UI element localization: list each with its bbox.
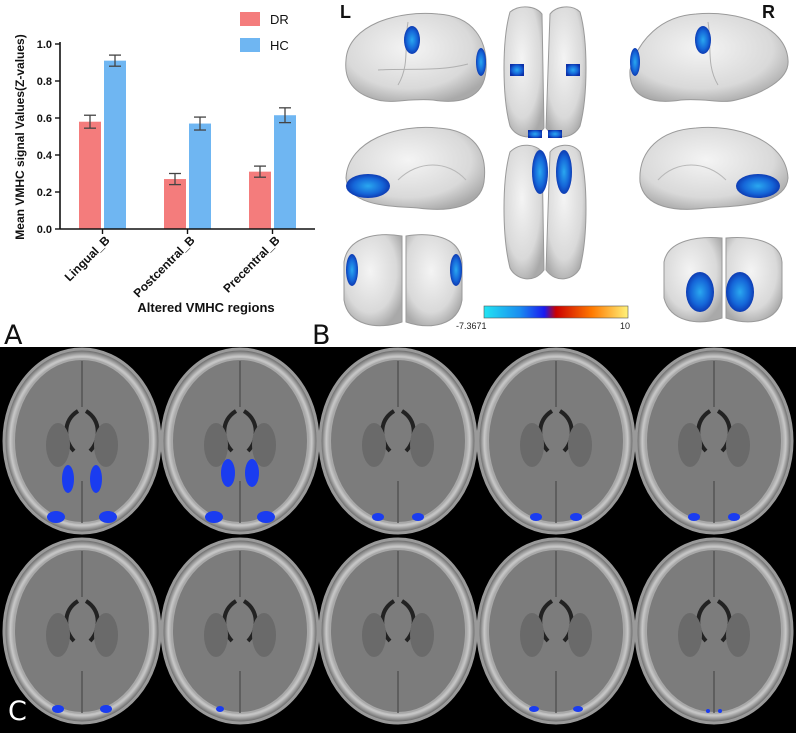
activation-cluster [90, 465, 102, 493]
brain-dorsal-view [503, 6, 587, 138]
bar-dr-2 [249, 171, 271, 229]
activation-cluster [216, 706, 224, 712]
panel-label-c: C [8, 696, 27, 727]
brain-posterior-view [343, 234, 463, 327]
activation-cluster [221, 459, 235, 487]
axial-slice [160, 537, 320, 725]
axial-slice [318, 347, 478, 535]
y-axis-label: Mean VMHC signal Values(Z-values) [13, 34, 27, 239]
activation-cluster [372, 513, 384, 521]
activation-cluster [573, 706, 583, 712]
y-tick-label: 0.2 [37, 187, 52, 199]
activation-cluster [412, 513, 424, 521]
activation-cluster [52, 705, 64, 713]
y-tick-label: 0.6 [37, 113, 52, 125]
brain-ventral-view [503, 144, 587, 280]
activation-cluster [205, 511, 223, 523]
activation-cluster [47, 511, 65, 523]
axial-slices [2, 347, 794, 725]
legend-label-dr: DR [270, 12, 289, 27]
legend-swatch-dr [240, 12, 260, 26]
activation-cluster [99, 511, 117, 523]
legend-label-hc: HC [270, 38, 289, 53]
axial-slice [2, 537, 162, 725]
axial-slice [318, 537, 478, 725]
brain-anterior-view [663, 237, 783, 323]
activation-cluster [706, 709, 710, 713]
activation-cluster [100, 705, 112, 713]
axial-slice [634, 347, 794, 535]
activation-cluster [245, 459, 259, 487]
brain-lateral-left [345, 12, 487, 102]
axial-slice [2, 347, 162, 535]
colorbar [483, 305, 629, 319]
y-axis: 0.0 0.2 0.4 0.6 0.8 1.0 [37, 39, 61, 236]
axial-slices-panel [0, 347, 796, 733]
bars [79, 54, 296, 230]
brain-lateral-right [629, 12, 789, 102]
axial-slice [160, 347, 320, 535]
legend-swatch-hc [240, 38, 260, 52]
colorbar-max-label: 10 [620, 321, 631, 331]
activation-cluster [688, 513, 700, 521]
activation-cluster [257, 511, 275, 523]
axial-slice [476, 347, 636, 535]
activation-cluster [728, 513, 740, 521]
activation-cluster [718, 709, 722, 713]
activation-cluster [529, 706, 539, 712]
right-hemisphere-label: R [762, 2, 775, 22]
activation-cluster [530, 513, 542, 521]
bar-chart: 0.0 0.2 0.4 0.6 0.8 1.0 Lingual_B Postcentral_… [13, 12, 315, 315]
legend: DR HC [240, 12, 289, 53]
x-axis-label: Altered VMHC regions [137, 300, 274, 315]
brain-surface-panel: L R [338, 0, 796, 345]
activation-cluster [62, 465, 74, 493]
x-tick-label: Precentral_B [220, 233, 282, 295]
bar-hc-0 [104, 60, 126, 230]
left-hemisphere-label: L [340, 2, 351, 22]
panel-label-b: B [312, 320, 331, 351]
activation-cluster [570, 513, 582, 521]
brain-surface-renderings [343, 6, 789, 327]
axial-slice [476, 537, 636, 725]
bar-hc-1 [189, 123, 211, 229]
brain-medial-right [639, 126, 789, 210]
brain-medial-left [345, 126, 486, 210]
bar-hc-2 [274, 115, 296, 229]
bar-dr-1 [164, 179, 186, 229]
x-axis: Lingual_B Postcentral_B Precentral_B [60, 228, 315, 300]
panel-label-a: A [4, 320, 23, 351]
colorbar-min-label: -7.3671 [456, 321, 487, 331]
y-tick-label: 0.8 [37, 76, 52, 88]
x-tick-label: Lingual_B [62, 233, 113, 284]
y-tick-label: 1.0 [37, 39, 52, 51]
y-tick-label: 0.4 [37, 150, 53, 162]
y-tick-label: 0.0 [37, 224, 52, 236]
x-tick-label: Postcentral_B [131, 233, 198, 300]
axial-slice [634, 537, 794, 725]
bar-dr-0 [79, 121, 101, 229]
